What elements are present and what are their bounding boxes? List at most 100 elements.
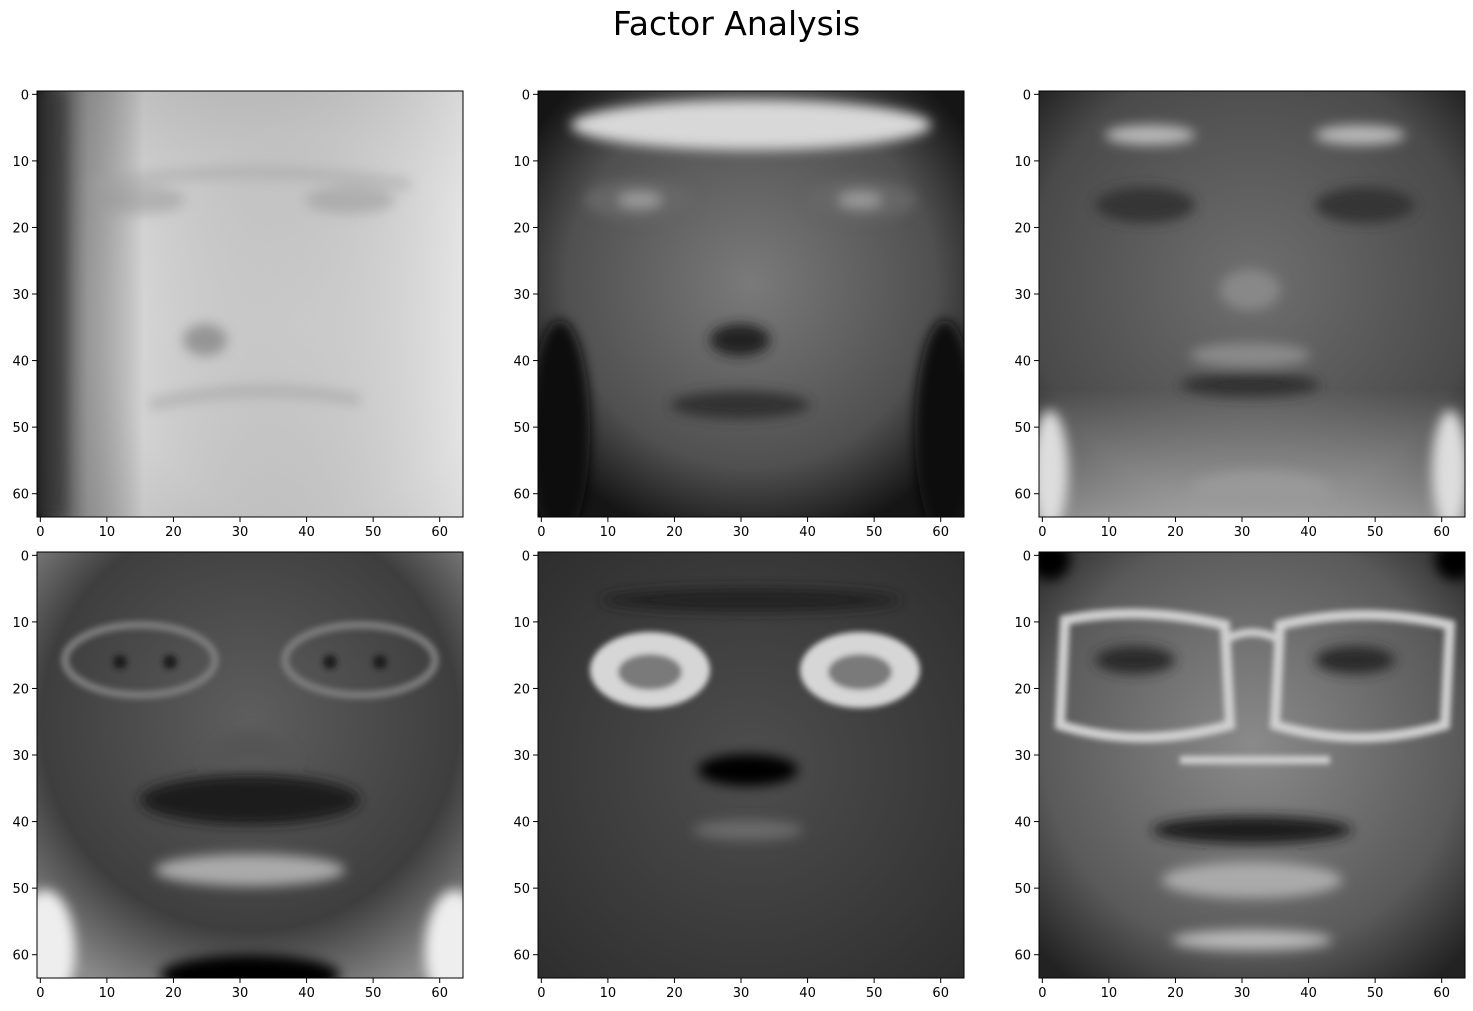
x-tick-label: 50 xyxy=(365,986,382,1001)
x-tick-label: 30 xyxy=(733,986,750,1001)
x-tick-label: 60 xyxy=(1433,986,1450,1001)
panel-6-image xyxy=(1039,552,1465,978)
y-tick-label: 50 xyxy=(513,421,530,436)
y-tick-label: 30 xyxy=(12,749,29,764)
y-tick-label: 0 xyxy=(21,88,29,103)
x-tick-label: 50 xyxy=(866,525,883,540)
x-tick-label: 40 xyxy=(799,525,816,540)
x-tick-label: 30 xyxy=(1234,525,1251,540)
panel-frame xyxy=(537,90,965,518)
y-tick-label: 20 xyxy=(12,682,29,697)
y-tick-label: 40 xyxy=(12,816,29,831)
y-tick-label: 0 xyxy=(21,549,29,564)
y-tick-label: 60 xyxy=(1014,949,1031,964)
x-tick-label: 0 xyxy=(1038,986,1046,1001)
x-tick-label: 0 xyxy=(36,986,44,1001)
y-tick-label: 30 xyxy=(513,288,530,303)
panel-1-axes: 0 10 20 30 40 50 60 0 10 20 30 40 50 60 xyxy=(12,88,464,540)
panel-4-axes: 0 10 20 30 40 50 60 0 10 20 30 40 50 60 xyxy=(12,549,464,1001)
y-tick-label: 40 xyxy=(513,355,530,370)
x-tick-label: 40 xyxy=(298,986,315,1001)
y-tick-label: 20 xyxy=(513,221,530,236)
y-tick-label: 50 xyxy=(12,882,29,897)
y-tick-label: 30 xyxy=(513,749,530,764)
y-tick-label: 50 xyxy=(12,421,29,436)
y-tick-label: 30 xyxy=(1014,749,1031,764)
panel-3-axes: 0 10 20 30 40 50 60 0 10 20 30 40 50 60 xyxy=(1014,88,1466,540)
y-tick-label: 40 xyxy=(12,355,29,370)
y-tick-label: 20 xyxy=(513,682,530,697)
y-tick-label: 10 xyxy=(12,155,29,170)
x-tick-label: 0 xyxy=(537,525,545,540)
x-tick-label: 0 xyxy=(36,525,44,540)
y-tick-label: 20 xyxy=(1014,221,1031,236)
x-tick-label: 50 xyxy=(365,525,382,540)
x-tick-label: 40 xyxy=(799,986,816,1001)
x-tick-label: 30 xyxy=(733,525,750,540)
y-tick-label: 20 xyxy=(1014,682,1031,697)
x-tick-label: 60 xyxy=(932,525,949,540)
y-tick-label: 10 xyxy=(1014,155,1031,170)
y-tick-label: 60 xyxy=(1014,488,1031,503)
x-tick-label: 30 xyxy=(1234,986,1251,1001)
panel-2-image xyxy=(538,91,964,517)
x-tick-label: 10 xyxy=(99,525,116,540)
panel-frame xyxy=(1038,90,1466,518)
figure-title: Factor Analysis xyxy=(612,4,861,43)
x-tick-label: 20 xyxy=(165,525,182,540)
x-tick-label: 10 xyxy=(600,525,617,540)
y-tick-label: 0 xyxy=(1023,88,1031,103)
x-tick-label: 50 xyxy=(1367,986,1384,1001)
panel-frame xyxy=(537,551,965,979)
y-tick-label: 0 xyxy=(1023,549,1031,564)
panel-6-axes: 0 10 20 30 40 50 60 0 10 20 30 40 50 60 xyxy=(1014,549,1466,1001)
panel-5-axes: 0 10 20 30 40 50 60 0 10 20 30 40 50 60 xyxy=(513,549,965,1001)
x-tick-label: 20 xyxy=(1167,986,1184,1001)
x-tick-label: 30 xyxy=(232,986,249,1001)
x-tick-label: 20 xyxy=(666,986,683,1001)
x-tick-label: 40 xyxy=(1300,525,1317,540)
panel-frame xyxy=(1038,551,1466,979)
y-tick-label: 60 xyxy=(513,949,530,964)
y-tick-label: 60 xyxy=(513,488,530,503)
x-tick-label: 10 xyxy=(99,986,116,1001)
y-tick-label: 0 xyxy=(522,88,530,103)
panel-frame xyxy=(36,551,464,979)
x-tick-label: 0 xyxy=(1038,525,1046,540)
y-tick-label: 60 xyxy=(12,488,29,503)
y-tick-label: 10 xyxy=(1014,616,1031,631)
y-tick-label: 40 xyxy=(1014,355,1031,370)
x-tick-label: 10 xyxy=(1101,525,1118,540)
x-tick-label: 60 xyxy=(1433,525,1450,540)
y-tick-label: 50 xyxy=(1014,421,1031,436)
y-tick-label: 50 xyxy=(513,882,530,897)
y-tick-label: 10 xyxy=(513,616,530,631)
y-tick-label: 10 xyxy=(513,155,530,170)
y-tick-label: 60 xyxy=(12,949,29,964)
y-tick-label: 40 xyxy=(513,816,530,831)
panel-frame xyxy=(36,90,464,518)
y-tick-label: 10 xyxy=(12,616,29,631)
x-tick-label: 50 xyxy=(866,986,883,1001)
x-tick-label: 50 xyxy=(1367,525,1384,540)
panel-3-image xyxy=(1039,91,1465,517)
x-tick-label: 20 xyxy=(165,986,182,1001)
x-tick-label: 30 xyxy=(232,525,249,540)
x-tick-label: 0 xyxy=(537,986,545,1001)
y-tick-label: 50 xyxy=(1014,882,1031,897)
x-tick-label: 10 xyxy=(600,986,617,1001)
x-tick-label: 60 xyxy=(932,986,949,1001)
y-tick-label: 30 xyxy=(1014,288,1031,303)
y-tick-label: 30 xyxy=(12,288,29,303)
y-tick-label: 40 xyxy=(1014,816,1031,831)
x-tick-label: 40 xyxy=(298,525,315,540)
panel-5-image xyxy=(538,552,964,978)
x-tick-label: 60 xyxy=(431,986,448,1001)
x-tick-label: 60 xyxy=(431,525,448,540)
x-tick-label: 40 xyxy=(1300,986,1317,1001)
x-tick-label: 20 xyxy=(1167,525,1184,540)
panel-2-axes: 0 10 20 30 40 50 60 0 10 20 30 40 50 60 xyxy=(513,88,965,540)
y-tick-label: 0 xyxy=(522,549,530,564)
panel-1-image xyxy=(37,91,463,517)
